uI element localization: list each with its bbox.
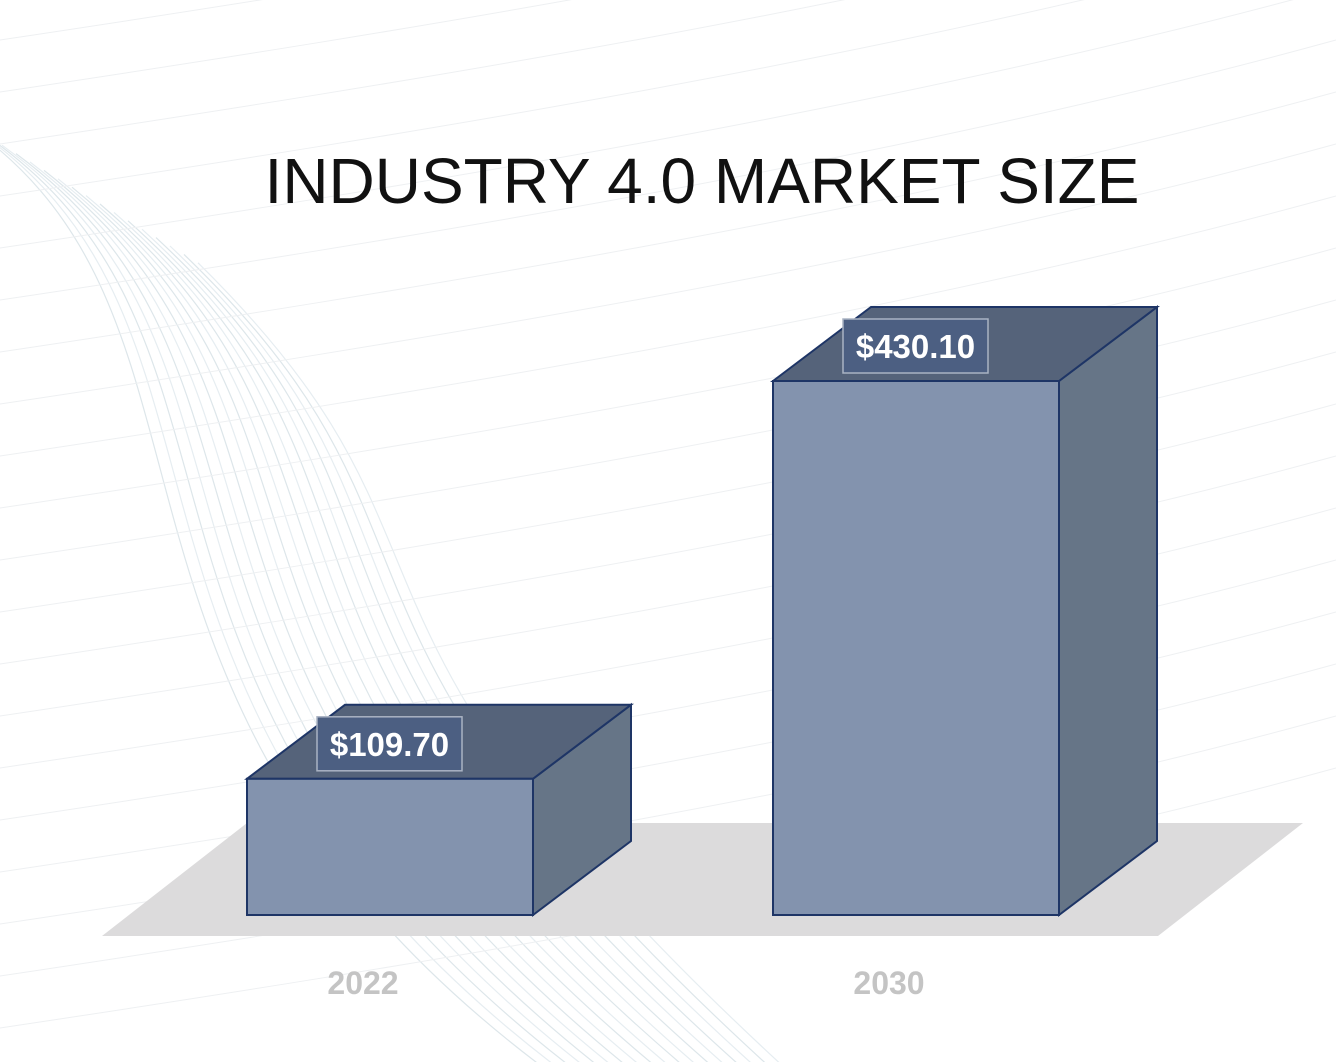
bars-group: $109.70 $430.10 bbox=[244, 304, 1160, 918]
value-label-box bbox=[842, 318, 989, 374]
background-line bbox=[0, 39, 1336, 301]
value-label: $430.10 bbox=[856, 328, 975, 365]
background-line bbox=[0, 0, 263, 41]
background-line bbox=[0, 143, 1336, 405]
bar-front bbox=[246, 777, 534, 916]
category-label: 2022 bbox=[327, 965, 398, 1001]
background-line bbox=[0, 0, 1294, 249]
background-line bbox=[0, 0, 1085, 197]
value-label: $109.70 bbox=[330, 726, 449, 763]
category-labels: 2022 2030 bbox=[327, 965, 924, 1001]
bar-2022: $109.70 bbox=[244, 702, 634, 918]
bar-2030: $430.10 bbox=[770, 304, 1160, 918]
background-line bbox=[0, 91, 1336, 353]
background-line bbox=[0, 0, 846, 145]
value-label-box bbox=[316, 716, 463, 772]
chart-title: INDUSTRY 4.0 MARKET SIZE bbox=[265, 145, 1140, 217]
background-line bbox=[0, 0, 572, 93]
background-line bbox=[0, 247, 1336, 509]
background-line bbox=[0, 195, 1336, 457]
bar-side bbox=[1058, 304, 1158, 918]
bar-front bbox=[772, 380, 1060, 916]
category-label: 2030 bbox=[853, 965, 924, 1001]
